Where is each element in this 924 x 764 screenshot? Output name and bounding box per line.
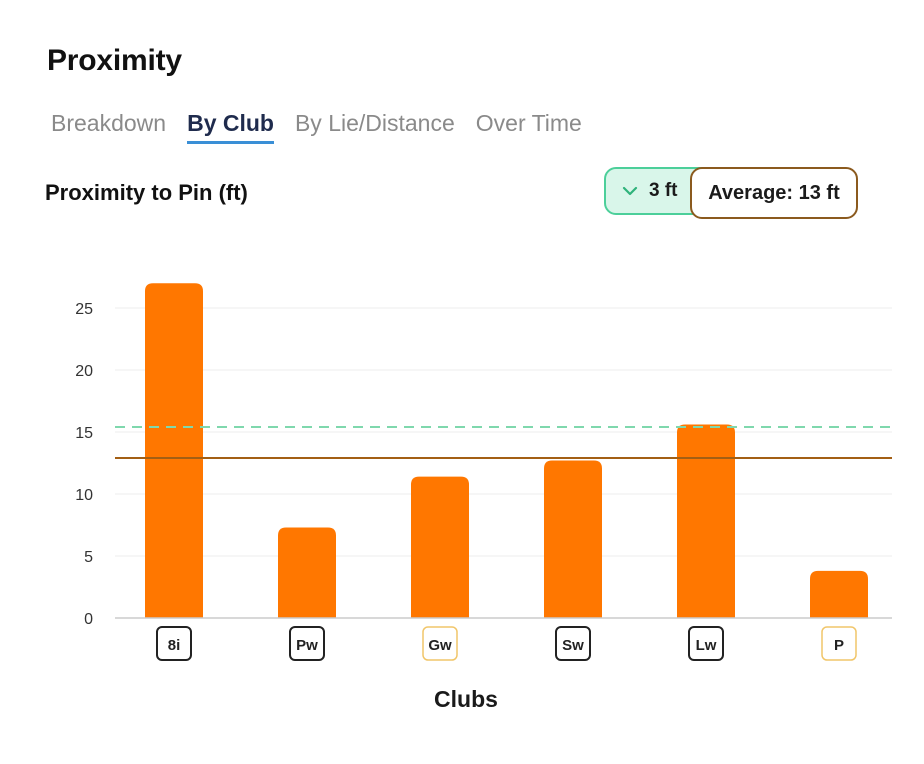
tab-breakdown[interactable]: Breakdown bbox=[51, 110, 167, 136]
y-tick-label: 25 bbox=[75, 301, 93, 318]
average-value: Average: 13 ft bbox=[708, 181, 840, 204]
page-title: Proximity bbox=[47, 44, 182, 77]
bar bbox=[677, 424, 735, 618]
bar bbox=[810, 570, 868, 618]
club-badge bbox=[289, 626, 325, 661]
y-tick-label: 5 bbox=[84, 549, 93, 566]
chevron-down-icon bbox=[622, 186, 638, 196]
x-axis-title: Clubs bbox=[434, 686, 498, 712]
club-badge bbox=[821, 626, 857, 661]
x-tick-label: 8i bbox=[168, 637, 181, 654]
x-tick-label: Sw bbox=[562, 637, 584, 654]
x-tick-label: P bbox=[834, 637, 844, 654]
x-tick-label: Pw bbox=[296, 637, 318, 654]
tab-bar: Breakdown By Club By Lie/Distance Over T… bbox=[51, 110, 582, 144]
y-tick-label: 20 bbox=[75, 363, 93, 380]
club-badge bbox=[688, 626, 724, 661]
bar bbox=[278, 527, 336, 618]
delta-value: 3 ft bbox=[649, 180, 678, 201]
tab-by-club[interactable]: By Club bbox=[187, 110, 274, 144]
y-tick-label: 15 bbox=[75, 425, 93, 442]
x-tick-label: Gw bbox=[428, 637, 452, 654]
club-badge bbox=[555, 626, 591, 661]
club-badge bbox=[156, 626, 192, 661]
tab-by-lie-distance[interactable]: By Lie/Distance bbox=[294, 110, 455, 136]
chart-title: Proximity to Pin (ft) bbox=[45, 180, 248, 205]
y-tick-label: 0 bbox=[84, 611, 93, 628]
y-tick-label: 10 bbox=[75, 487, 93, 504]
bar bbox=[145, 283, 203, 618]
average-pill[interactable]: Average: 13 ft bbox=[690, 167, 858, 219]
bar bbox=[411, 476, 469, 618]
bar bbox=[544, 460, 602, 618]
club-badge bbox=[422, 626, 458, 661]
tab-over-time[interactable]: Over Time bbox=[475, 110, 582, 136]
x-tick-label: Lw bbox=[696, 637, 717, 654]
